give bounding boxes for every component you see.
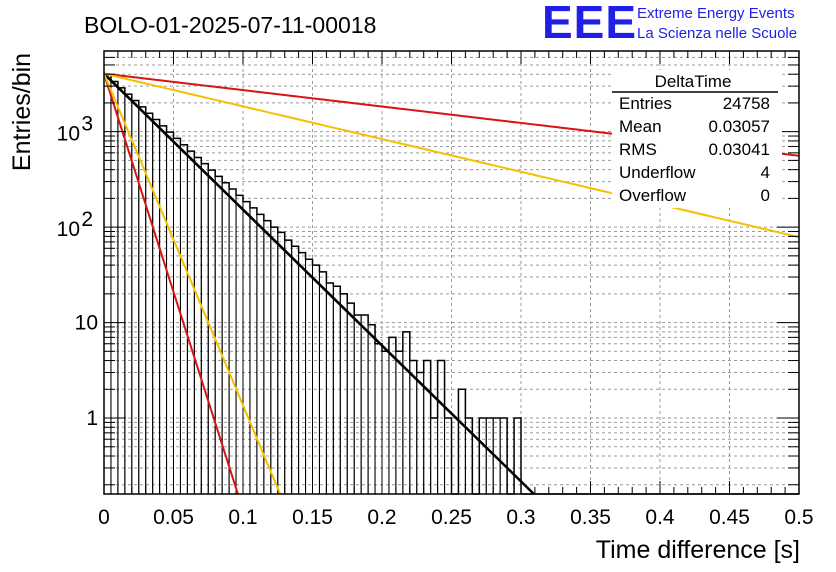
- y-tick-base: 1: [86, 407, 98, 430]
- x-tick-label: 0.45: [709, 506, 750, 529]
- x-tick-label: 0.4: [645, 506, 675, 529]
- y-tick-base: 10: [57, 218, 80, 241]
- y-axis-label: Entries/bin: [8, 53, 36, 171]
- logo-line-2: La Scienza nelle Scuole: [637, 25, 797, 42]
- y-tick-label: 10: [75, 312, 98, 335]
- stats-label: RMS: [619, 140, 657, 159]
- y-tick-base: 10: [75, 312, 98, 335]
- stats-value: 0.03057: [709, 117, 770, 136]
- y-tick-label: 1: [86, 407, 98, 430]
- fit-curve: [103, 72, 800, 239]
- stats-value: 4: [761, 163, 770, 182]
- logo-line-1: Extreme Energy Events: [637, 5, 795, 22]
- y-tick-label: 10 2: [57, 208, 93, 241]
- stats-box: DeltaTime Entries 24758 Mean 0.03057 RMS 0.03…: [612, 70, 782, 208]
- fit-curve: [103, 73, 239, 495]
- x-tick-label: 0: [98, 506, 110, 529]
- stats-value: 0: [761, 186, 770, 205]
- x-tick-label: 0.25: [431, 506, 472, 529]
- fit-curves: [103, 72, 800, 495]
- stats-label: Mean: [619, 117, 662, 136]
- stats-label: Entries: [619, 94, 672, 113]
- stats-label: Overflow: [619, 186, 687, 205]
- fit-curve: [103, 73, 282, 495]
- x-tick-label: 0.5: [784, 506, 813, 529]
- x-tick-labels: 0 0.05 0.1 0.15 0.2 0.25 0.3 0.35 0.4 0.45 0.5: [98, 506, 813, 529]
- x-tick-label: 0.1: [228, 506, 257, 529]
- x-tick-label: 0.2: [367, 506, 396, 529]
- fit-curve: [103, 72, 535, 495]
- y-tick-exponent: 3: [81, 113, 93, 136]
- chart-title: BOLO-01-2025-07-11-00018: [84, 12, 376, 38]
- x-tick-label: 0.05: [153, 506, 194, 529]
- stats-value: 0.03041: [709, 140, 770, 159]
- eee-logo-mark: EEE: [542, 0, 637, 48]
- axis-ticks: [103, 50, 800, 494]
- x-tick-label: 0.15: [292, 506, 333, 529]
- stats-rows: Entries 24758 Mean 0.03057 RMS 0.03041 Underfl…: [619, 94, 770, 205]
- stats-box-background: [612, 70, 782, 208]
- y-tick-exponent: 2: [81, 208, 93, 231]
- y-tick-base: 10: [57, 123, 80, 146]
- x-tick-label: 0.35: [570, 506, 611, 529]
- stats-title: DeltaTime: [655, 72, 732, 91]
- x-axis-label: Time difference [s]: [596, 536, 800, 564]
- x-tick-label: 0.3: [506, 506, 535, 529]
- y-tick-label: 10 3: [57, 113, 93, 146]
- stats-label: Underflow: [619, 163, 696, 182]
- stats-value: 24758: [723, 94, 770, 113]
